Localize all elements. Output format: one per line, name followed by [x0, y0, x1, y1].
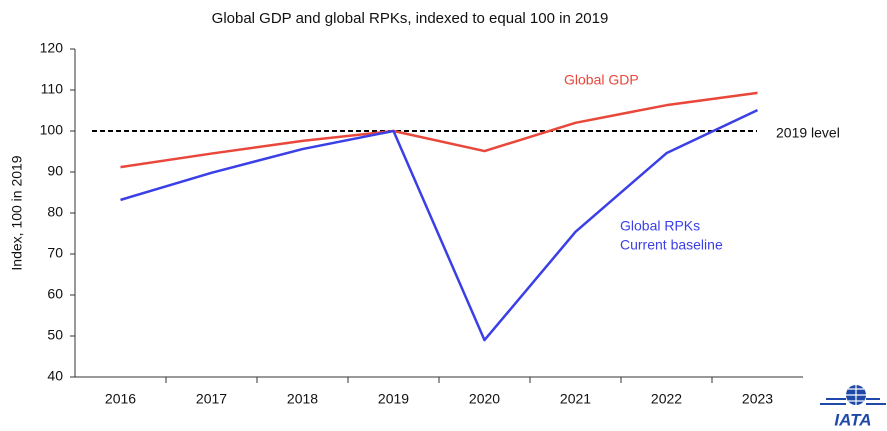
x-tick-label: 2021	[560, 391, 591, 407]
x-tick-label: 2022	[651, 391, 682, 407]
x-tick-label: 2019	[378, 391, 409, 407]
y-tick-label: 50	[47, 327, 63, 343]
y-axis-label: Index, 100 in 2019	[9, 155, 25, 270]
y-tick-label: 120	[40, 40, 64, 56]
logo-text: IATA	[834, 410, 871, 429]
series-label: Global RPKs	[620, 218, 700, 234]
y-tick-label: 60	[47, 286, 63, 302]
logo-wings	[820, 398, 886, 405]
x-tick-label: 2018	[287, 391, 318, 407]
y-tick-label: 100	[40, 122, 64, 138]
x-tick-label: 2020	[469, 391, 500, 407]
x-tick-label: 2016	[105, 391, 136, 407]
series-line	[120, 91, 758, 169]
series-label: Global GDP	[564, 72, 639, 88]
series-line	[120, 108, 759, 342]
reference-label: 2019 level	[776, 125, 840, 141]
y-tick-label: 40	[47, 368, 63, 384]
y-tick-label: 110	[41, 81, 64, 97]
y-tick-label: 80	[47, 204, 63, 220]
y-tick-label: 70	[47, 245, 63, 261]
y-tick-label: 90	[47, 163, 63, 179]
logo-globe-lines	[846, 385, 866, 405]
annotation: Current baseline	[620, 237, 723, 253]
x-tick-label: 2017	[196, 391, 227, 407]
logo: IATA	[820, 385, 886, 429]
chart-title: Global GDP and global RPKs, indexed to e…	[212, 10, 609, 27]
x-tick-label: 2023	[742, 391, 773, 407]
